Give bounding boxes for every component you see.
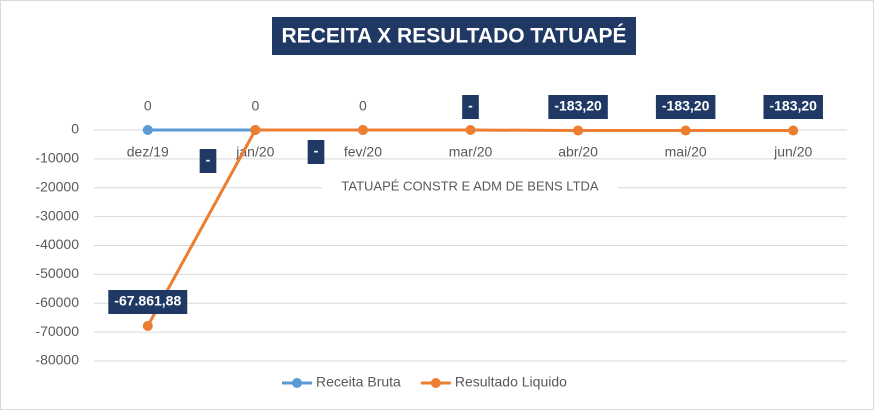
x-tick-label: mar/20: [449, 144, 493, 160]
data-label-box: [108, 290, 188, 314]
x-tick-label: dez/19: [127, 144, 169, 160]
data-label: 0: [359, 98, 367, 114]
legend-marker: [292, 378, 302, 388]
x-tick-label: fev/20: [344, 144, 382, 160]
data-label: -67.861,88: [114, 293, 181, 309]
data-point: [788, 125, 799, 136]
data-label-box: [548, 95, 608, 119]
data-label: -183,20: [662, 98, 710, 114]
legend-marker: [430, 378, 441, 388]
data-label: -: [206, 152, 211, 168]
data-label: -183,20: [769, 98, 817, 114]
data-label: -: [468, 98, 473, 114]
y-tick-label: -80000: [35, 352, 79, 368]
y-tick-label: -50000: [35, 265, 79, 281]
title-box: [272, 17, 636, 55]
legend-label: Resultado Liquido: [455, 374, 567, 390]
y-tick-label: -40000: [35, 236, 79, 252]
data-point: [142, 320, 153, 331]
data-label-box: [763, 95, 823, 119]
x-title-bg: [322, 178, 618, 196]
data-label-box: [307, 140, 325, 164]
x-tick-label: abr/20: [558, 144, 598, 160]
data-point: [680, 125, 691, 136]
x-axis-title: TATUAPÉ CONSTR E ADM DE BENS LTDA: [341, 178, 598, 193]
data-point: [573, 125, 584, 136]
data-label: 0: [144, 98, 152, 114]
data-point: [250, 125, 261, 135]
y-tick-label: -20000: [35, 178, 79, 194]
data-label-box: [655, 95, 716, 119]
data-label: -183,20: [554, 98, 602, 114]
data-label: -: [314, 143, 319, 159]
legend-label: Receita Bruta: [316, 374, 401, 390]
chart-title: RECEITA X RESULTADO TATUAPÉ: [282, 25, 627, 48]
y-tick-label: -30000: [35, 207, 79, 223]
y-tick-label: -60000: [35, 294, 79, 310]
y-tick-label: -10000: [35, 150, 79, 166]
data-label: 0: [251, 98, 259, 114]
x-tick-label: mai/20: [665, 144, 707, 160]
data-label-box: [199, 149, 217, 173]
y-tick-label: -70000: [35, 323, 79, 339]
data-point: [142, 125, 153, 135]
x-tick-label: jun/20: [773, 144, 812, 160]
y-tick-label: 0: [71, 121, 79, 137]
data-point: [357, 125, 368, 135]
data-point: [465, 125, 476, 135]
data-label-box: [462, 95, 479, 119]
